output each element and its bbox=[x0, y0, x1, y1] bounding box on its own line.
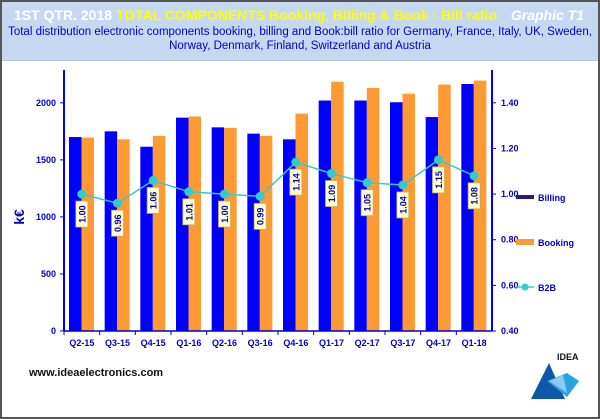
b2b-data-label: 1.04 bbox=[398, 196, 408, 214]
y2-tick-label: 1.40 bbox=[501, 98, 519, 108]
x-tick-label: Q2-15 bbox=[69, 338, 94, 348]
x-tick-label: Q4-15 bbox=[141, 338, 166, 348]
x-tick-label: Q2-17 bbox=[355, 338, 380, 348]
legend-b2b-marker bbox=[521, 283, 529, 291]
b2b-label-box bbox=[467, 182, 481, 210]
b2b-label-box bbox=[75, 200, 89, 228]
legend-booking-swatch bbox=[516, 239, 534, 245]
b2b-label-box bbox=[432, 166, 445, 194]
b2b-data-label: 1.01 bbox=[184, 203, 194, 221]
b2b-label-box bbox=[111, 209, 124, 237]
y2-tick-label: 0.80 bbox=[501, 235, 519, 245]
x-tick-label: Q4-16 bbox=[283, 338, 308, 348]
y-tick-label: 1000 bbox=[36, 212, 56, 222]
billing-bar bbox=[140, 146, 153, 331]
legend-b2b-label: B2B bbox=[538, 283, 557, 293]
billing-bar bbox=[247, 133, 260, 331]
chart-title: 1ST QTR. 2018 TOTAL COMPONENTS Booking, … bbox=[14, 7, 497, 23]
booking-bar bbox=[438, 84, 451, 332]
b2b-point bbox=[220, 189, 229, 199]
b2b-data-label: 1.00 bbox=[220, 205, 230, 223]
y2-tick-label: 1.20 bbox=[501, 143, 519, 153]
title-main: TOTAL COMPONENTS Booking, Billing & Book… bbox=[115, 7, 498, 23]
b2b-point bbox=[77, 189, 87, 199]
b2b-point bbox=[184, 187, 194, 197]
y-tick-label: 0 bbox=[51, 326, 56, 336]
b2b-point bbox=[362, 178, 372, 188]
booking-bar bbox=[152, 135, 166, 331]
y-tick-label: 500 bbox=[41, 269, 56, 279]
billing-bar bbox=[104, 131, 118, 331]
x-tick-label: Q4-17 bbox=[426, 338, 451, 348]
b2b-line bbox=[81, 159, 475, 205]
billing-bar bbox=[354, 100, 367, 331]
b2b-label-box bbox=[360, 189, 374, 217]
billing-bar bbox=[176, 117, 189, 332]
b2b-data-label: 1.05 bbox=[363, 194, 373, 212]
b2b-label-box bbox=[325, 180, 338, 207]
y2-tick-label: 0.60 bbox=[501, 280, 519, 290]
b2b-point bbox=[434, 155, 443, 165]
b2b-label-box bbox=[146, 186, 160, 214]
b2b-label-box bbox=[218, 200, 231, 228]
b2b-point bbox=[398, 180, 408, 190]
header-banner: 1ST QTR. 2018 TOTAL COMPONENTS Booking, … bbox=[2, 2, 598, 61]
b2b-point bbox=[255, 191, 265, 201]
b2b-data-label: 1.00 bbox=[77, 205, 87, 223]
legend-booking-label: Booking bbox=[538, 238, 574, 248]
billing-bar bbox=[461, 83, 474, 331]
y-axis-label: k€ bbox=[11, 209, 27, 225]
billing-bar bbox=[211, 127, 225, 332]
booking-bar bbox=[224, 127, 237, 331]
idea-logo: IDEA bbox=[531, 352, 579, 399]
b2b-point bbox=[113, 198, 122, 208]
booking-bar bbox=[81, 137, 94, 331]
y-tick-label: 1500 bbox=[36, 155, 56, 165]
b2b-label-box bbox=[396, 191, 410, 219]
b2b-data-label: 1.15 bbox=[434, 171, 444, 189]
x-tick-label: Q3-16 bbox=[248, 338, 273, 348]
graphic-label: Graphic T1 bbox=[510, 7, 584, 23]
b2b-label-box bbox=[182, 198, 196, 226]
x-tick-label: Q3-17 bbox=[390, 338, 415, 348]
title-period: 1ST QTR. 2018 bbox=[14, 7, 113, 23]
b2b-data-label: 1.14 bbox=[291, 173, 301, 191]
b2b-label-box bbox=[253, 202, 267, 230]
billing-bar bbox=[390, 102, 403, 331]
chart-subtitle: Total distribution electronic components… bbox=[8, 26, 592, 52]
booking-bar bbox=[295, 113, 308, 331]
billing-bar bbox=[69, 137, 82, 331]
y2-tick-label: 0.40 bbox=[501, 326, 519, 336]
b2b-point bbox=[291, 157, 301, 167]
b2b-point bbox=[327, 169, 336, 179]
b2b-point bbox=[148, 175, 158, 185]
billing-bar bbox=[318, 100, 332, 331]
y-tick-label: 2000 bbox=[36, 98, 56, 108]
b2b-point bbox=[469, 171, 479, 181]
b2b-label-box bbox=[289, 168, 303, 196]
x-tick-label: Q3-15 bbox=[105, 338, 130, 348]
x-tick-label: Q1-18 bbox=[462, 338, 487, 348]
svg-text:IDEA: IDEA bbox=[557, 352, 579, 362]
website-url: www.ideaelectronics.com bbox=[29, 367, 164, 379]
b2b-data-label: 0.99 bbox=[256, 208, 266, 226]
b2b-data-label: 0.96 bbox=[113, 214, 123, 232]
x-tick-label: Q1-17 bbox=[319, 338, 344, 348]
booking-bar bbox=[259, 135, 273, 331]
legend-billing-label: Billing bbox=[538, 193, 566, 203]
y2-tick-label: 1.00 bbox=[501, 189, 519, 199]
b2b-data-label: 1.08 bbox=[470, 187, 480, 205]
b2b-data-label: 1.09 bbox=[327, 185, 337, 203]
b2b-data-label: 1.06 bbox=[149, 192, 159, 210]
billing-bar bbox=[425, 117, 439, 331]
x-tick-label: Q1-16 bbox=[176, 338, 201, 348]
x-tick-label: Q2-16 bbox=[212, 338, 237, 348]
